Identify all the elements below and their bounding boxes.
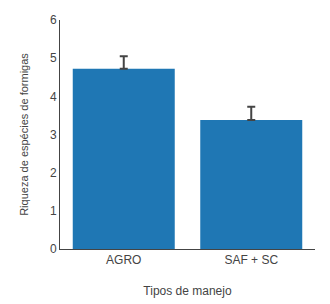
svg-text:0: 0 bbox=[50, 242, 57, 256]
svg-text:3: 3 bbox=[50, 128, 57, 142]
svg-text:6: 6 bbox=[50, 13, 57, 27]
svg-text:2: 2 bbox=[50, 166, 57, 180]
svg-text:Tipos de manejo: Tipos de manejo bbox=[143, 284, 232, 298]
svg-text:AGRO: AGRO bbox=[106, 253, 141, 267]
svg-text:Riqueza de espécies de formiga: Riqueza de espécies de formigas bbox=[18, 53, 30, 216]
svg-text:SAF + SC: SAF + SC bbox=[224, 253, 278, 267]
svg-text:5: 5 bbox=[50, 51, 57, 65]
svg-text:1: 1 bbox=[50, 204, 57, 218]
svg-text:4: 4 bbox=[50, 90, 57, 104]
